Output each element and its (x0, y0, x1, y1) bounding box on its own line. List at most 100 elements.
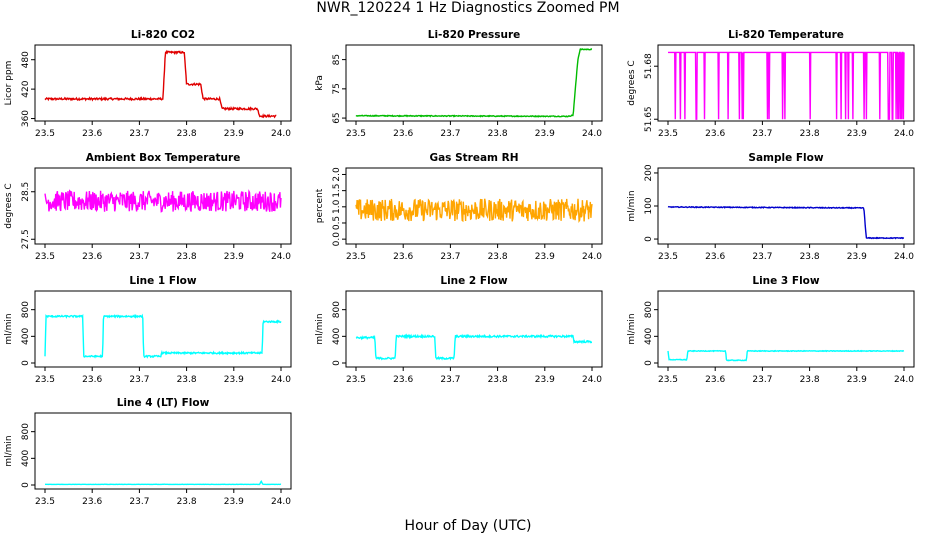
x-tick-label: 23.8 (488, 375, 508, 385)
x-tick-label: 23.5 (35, 375, 55, 385)
x-tick-label: 23.9 (847, 375, 867, 385)
y-tick-label: 800 (21, 423, 31, 440)
x-tick-label: 23.6 (82, 375, 102, 385)
x-tick-label: 23.8 (800, 375, 820, 385)
series-line (44, 49, 277, 119)
series-line (355, 198, 593, 224)
y-tick-label: 51.65 (644, 106, 654, 132)
x-tick-label: 23.9 (224, 129, 244, 139)
series-line (668, 51, 905, 120)
y-tick-label: 0 (644, 236, 654, 242)
y-tick-label: 400 (332, 327, 342, 344)
panel-8: Line 2 Flow 23.5 23.6 23.7 23.8 23.9 24.0 0 400 8… (315, 275, 603, 385)
x-tick-label: 24.0 (271, 129, 291, 139)
x-tick-label: 23.6 (393, 252, 413, 262)
y-tick-label: 0 (332, 360, 342, 366)
y-tick-label: 800 (644, 301, 654, 318)
panel-title: Ambient Box Temperature (86, 152, 241, 164)
plot-frame (34, 44, 292, 122)
x-tick-label: 23.6 (393, 375, 413, 385)
x-tick-label: 23.9 (224, 497, 244, 507)
y-tick-label: 100 (644, 197, 654, 214)
y-tick-label: 2.0 (332, 167, 342, 182)
x-tick-label: 23.7 (752, 375, 772, 385)
x-tick-label: 24.0 (582, 252, 602, 262)
y-tick-label: 28.5 (21, 182, 31, 202)
plot-frame (657, 290, 915, 368)
figure-title: NWR_120224 1 Hz Diagnostics Zoomed PM (316, 0, 620, 16)
y-tick-label: 1.0 (332, 199, 342, 214)
x-tick-label: 23.5 (658, 252, 678, 262)
y-tick-label: 1.5 (332, 183, 342, 197)
plot-frame (345, 44, 603, 122)
x-tick-label: 23.9 (224, 375, 244, 385)
x-tick-label: 23.7 (440, 129, 460, 139)
panel-title: Sample Flow (748, 152, 823, 164)
x-tick-label: 23.8 (800, 129, 820, 139)
panel-title: Li-820 Temperature (728, 29, 844, 41)
x-tick-label: 23.5 (35, 252, 55, 262)
plot-frame (345, 167, 603, 245)
y-tick-label: 400 (644, 327, 654, 344)
panel-title: Gas Stream RH (429, 152, 518, 164)
y-axis-label: percent (315, 188, 325, 223)
x-tick-label: 23.7 (752, 129, 772, 139)
x-tick-label: 23.5 (346, 252, 366, 262)
x-tick-label: 23.6 (393, 129, 413, 139)
y-tick-label: 400 (21, 449, 31, 466)
x-tick-label: 23.7 (752, 252, 772, 262)
y-tick-label: 27.5 (21, 229, 31, 249)
y-tick-label: 400 (21, 327, 31, 344)
y-axis-label: ml/min (627, 313, 637, 344)
series-line (667, 349, 905, 362)
x-tick-label: 24.0 (271, 252, 291, 262)
panel-5: Gas Stream RH 23.5 23.6 23.7 23.8 23.9 24.0 0.0… (315, 152, 603, 262)
x-tick-label: 23.9 (535, 252, 555, 262)
y-tick-label: 800 (21, 301, 31, 318)
x-tick-label: 23.8 (177, 252, 197, 262)
figure-x-axis-label: Hour of Day (UTC) (404, 518, 532, 534)
y-tick-label: 0.5 (332, 216, 342, 230)
panel-title: Line 3 Flow (752, 275, 819, 287)
x-tick-label: 23.8 (177, 375, 197, 385)
panel-1: Li-820 CO2 23.5 23.6 23.7 23.8 23.9 24.0 360 420… (4, 29, 292, 139)
x-tick-label: 23.5 (658, 375, 678, 385)
plot-frame (34, 290, 292, 368)
x-tick-label: 23.7 (129, 252, 149, 262)
x-tick-label: 23.9 (535, 129, 555, 139)
x-tick-label: 24.0 (271, 497, 291, 507)
x-tick-label: 23.9 (847, 129, 867, 139)
panel-title: Line 4 (LT) Flow (117, 397, 210, 409)
plot-frame (34, 167, 292, 245)
plot-frame (34, 412, 292, 490)
y-tick-label: 0 (21, 360, 31, 366)
panel-7: Line 1 Flow 23.5 23.6 23.7 23.8 23.9 24.0 0 400 8… (4, 275, 292, 385)
panel-title: Line 1 Flow (129, 275, 196, 287)
plot-frame (657, 44, 915, 122)
y-axis-label: ml/min (4, 435, 14, 466)
panel-3: Li-820 Temperature 23.5 23.6 23.7 23.8 23.9 24… (627, 29, 915, 139)
x-tick-label: 23.7 (129, 129, 149, 139)
x-tick-label: 23.8 (488, 252, 508, 262)
y-axis-label: ml/min (627, 190, 637, 221)
x-tick-label: 23.8 (800, 252, 820, 262)
x-tick-label: 23.6 (82, 497, 102, 507)
x-tick-label: 23.6 (705, 375, 725, 385)
plot-frame (345, 290, 603, 368)
x-tick-label: 23.9 (224, 252, 244, 262)
y-axis-label: kPa (315, 75, 325, 91)
series-line (44, 313, 282, 359)
x-tick-label: 24.0 (582, 129, 602, 139)
x-tick-label: 23.5 (35, 497, 55, 507)
series-line (45, 480, 282, 486)
x-tick-label: 23.8 (488, 129, 508, 139)
x-tick-label: 23.6 (82, 252, 102, 262)
y-tick-label: 0.0 (332, 232, 342, 247)
x-tick-label: 24.0 (894, 129, 914, 139)
series-line (355, 333, 592, 361)
x-tick-label: 24.0 (894, 252, 914, 262)
x-tick-label: 23.9 (847, 252, 867, 262)
x-tick-label: 23.5 (658, 129, 678, 139)
x-tick-label: 23.8 (177, 497, 197, 507)
